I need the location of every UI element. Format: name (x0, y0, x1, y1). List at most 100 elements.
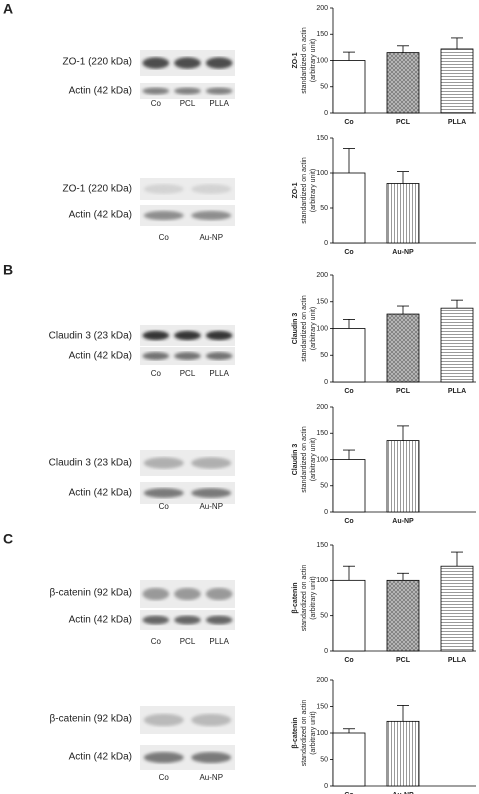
x-tick-label: Au-NP (392, 792, 414, 794)
bar (332, 60, 366, 114)
y-axis-label: standardized on actin (301, 27, 308, 94)
blot-background (140, 482, 235, 504)
lane-label: PLLA (209, 99, 229, 108)
blot-band (143, 210, 184, 221)
y-axis-label: (arbitrary unit) (310, 576, 317, 620)
y-axis-label: (arbitrary unit) (310, 169, 317, 213)
blot-band (205, 330, 233, 341)
blot-label: ZO-1 (220 kDa) (63, 57, 132, 68)
blot-label: β-catenin (92 kDa) (50, 588, 132, 599)
y-axis-label: (arbitrary unit) (310, 39, 317, 83)
y-tick-label: 50 (320, 205, 328, 212)
y-tick-label: 200 (316, 272, 328, 279)
x-tick-label: Co (344, 518, 353, 525)
x-tick-label: Co (344, 388, 353, 395)
x-tick-label: Au-NP (392, 249, 414, 256)
blot-band (191, 210, 232, 221)
y-tick-label: 0 (324, 648, 328, 655)
bar (386, 579, 420, 652)
y-tick-label: 150 (316, 542, 328, 549)
x-tick-label: Co (344, 249, 353, 256)
bar (386, 440, 420, 513)
panel-letter: A (3, 1, 13, 17)
y-axis-label: Claudin 3 (292, 444, 299, 476)
blot-band (191, 184, 232, 194)
x-tick-label: PCL (396, 119, 411, 126)
y-axis-label: standardized on actin (301, 157, 308, 224)
y-tick-label: 100 (316, 577, 328, 584)
blot-label: ZO-1 (220 kDa) (63, 184, 132, 195)
y-tick-label: 150 (316, 703, 328, 710)
y-axis-label: standardized on actin (301, 295, 308, 362)
blot-background (140, 178, 235, 200)
blot-background (140, 205, 235, 226)
x-tick-label: PLLA (448, 388, 466, 395)
x-tick-label: Co (344, 657, 353, 664)
blot-label: β-catenin (92 kDa) (50, 714, 132, 725)
blot-band (174, 615, 201, 625)
blot-band (143, 752, 184, 763)
y-axis-label: (arbitrary unit) (310, 711, 317, 755)
panel-letter: B (3, 262, 13, 278)
blot-band (142, 615, 170, 625)
lane-label: PLLA (209, 637, 229, 646)
y-tick-label: 0 (324, 240, 328, 247)
y-tick-label: 150 (316, 135, 328, 142)
y-tick-label: 0 (324, 379, 328, 386)
lane-label: Co (159, 233, 170, 242)
y-tick-label: 0 (324, 509, 328, 516)
lane-label: PLLA (209, 369, 229, 378)
blot-band (205, 587, 233, 601)
blot-label: Claudin 3 (23 kDa) (49, 458, 132, 469)
y-axis-label: standardized on actin (301, 700, 308, 767)
bar (332, 579, 366, 652)
y-axis-label: (arbitrary unit) (310, 307, 317, 351)
y-tick-label: 0 (324, 783, 328, 790)
lane-label: Co (151, 99, 162, 108)
blot-band (143, 457, 184, 469)
blot-band (205, 57, 233, 69)
blot-band (143, 184, 184, 194)
y-tick-label: 100 (316, 325, 328, 332)
y-tick-label: 50 (320, 756, 328, 763)
lane-label: Au-NP (199, 233, 223, 242)
bar (332, 328, 366, 383)
x-tick-label: Au-NP (392, 518, 414, 525)
y-axis-label: ZO-1 (292, 52, 299, 68)
bar (440, 565, 474, 652)
y-tick-label: 200 (316, 404, 328, 411)
blot-label: Actin (42 kDa) (69, 752, 132, 763)
blot-band (143, 488, 184, 498)
blot-band (191, 752, 232, 763)
y-tick-label: 200 (316, 677, 328, 684)
lane-label: Co (151, 369, 162, 378)
bar (386, 313, 420, 383)
blot-band (191, 488, 232, 498)
y-tick-label: 200 (316, 5, 328, 12)
y-axis-label: ZO-1 (292, 182, 299, 198)
y-tick-label: 150 (316, 299, 328, 306)
lane-label: Co (159, 773, 170, 782)
blot-label: Actin (42 kDa) (69, 86, 132, 97)
y-tick-label: 0 (324, 110, 328, 117)
blot-band (205, 352, 233, 360)
y-tick-label: 100 (316, 456, 328, 463)
blot-band (191, 713, 232, 727)
y-axis-label: standardized on actin (301, 426, 308, 493)
lane-label: Au-NP (199, 502, 223, 511)
x-tick-label: PCL (396, 388, 411, 395)
y-tick-label: 50 (320, 84, 328, 91)
y-tick-label: 100 (316, 730, 328, 737)
y-tick-label: 150 (316, 31, 328, 38)
x-tick-label: PCL (396, 657, 411, 664)
bar (386, 183, 420, 244)
blot-band (142, 57, 170, 69)
y-axis-label: Claudin 3 (292, 313, 299, 345)
y-tick-label: 50 (320, 352, 328, 359)
blot-band (174, 352, 201, 360)
y-tick-label: 50 (320, 613, 328, 620)
bar (386, 52, 420, 114)
blot-band (191, 457, 232, 469)
blot-band (205, 615, 233, 625)
lane-label: Au-NP (199, 773, 223, 782)
